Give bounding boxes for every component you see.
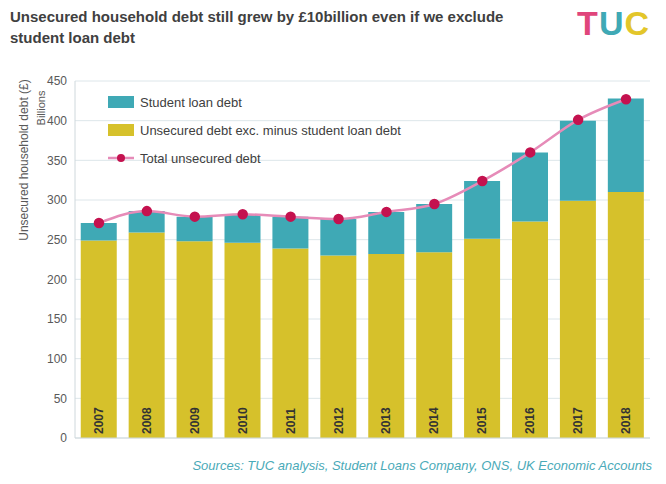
html-text:Unsecured debt exc. minus stud: Unsecured debt exc. minus student loan d… (140, 122, 401, 138)
svg-text:Unsecured household debt (£): Unsecured household debt (£) (17, 79, 31, 240)
svg-text:450: 450 (47, 74, 67, 88)
svg-text:2018: 2018 (619, 407, 633, 434)
svg-text:2012: 2012 (332, 407, 346, 434)
svg-text:250: 250 (47, 233, 67, 247)
svg-text:2015: 2015 (475, 407, 489, 434)
svg-text:2009: 2009 (188, 407, 202, 434)
svg-text:2016: 2016 (523, 407, 537, 434)
svg-text:2008: 2008 (140, 407, 154, 434)
svg-text:2014: 2014 (427, 407, 441, 434)
svg-text:2007: 2007 (92, 407, 106, 434)
html-text:Sources: TUC analysis, Student: Sources: TUC analysis, Student Loans Com… (192, 458, 652, 473)
html-text:Student loan debt: Student loan debt (140, 94, 242, 110)
html-text:T U C: T U C (577, 4, 650, 42)
svg-text:350: 350 (47, 154, 67, 168)
html-text:Total unsecured debt: Total unsecured debt (140, 150, 261, 166)
svg-text:2013: 2013 (379, 407, 393, 434)
html-text:Unsecured household debt still: Unsecured household debt still grew by £… (10, 8, 504, 46)
svg-text:2011: 2011 (284, 408, 298, 434)
svg-text:Billions: Billions (35, 90, 47, 125)
svg-text:400: 400 (47, 114, 67, 128)
svg-text:300: 300 (47, 193, 67, 207)
svg-text:0: 0 (60, 431, 67, 445)
svg-text:200: 200 (47, 273, 67, 287)
svg-text:2017: 2017 (571, 407, 585, 434)
svg-text:50: 50 (54, 392, 68, 406)
svg-text:150: 150 (47, 312, 67, 326)
svg-text:100: 100 (47, 352, 67, 366)
svg-text:2010: 2010 (236, 407, 250, 434)
